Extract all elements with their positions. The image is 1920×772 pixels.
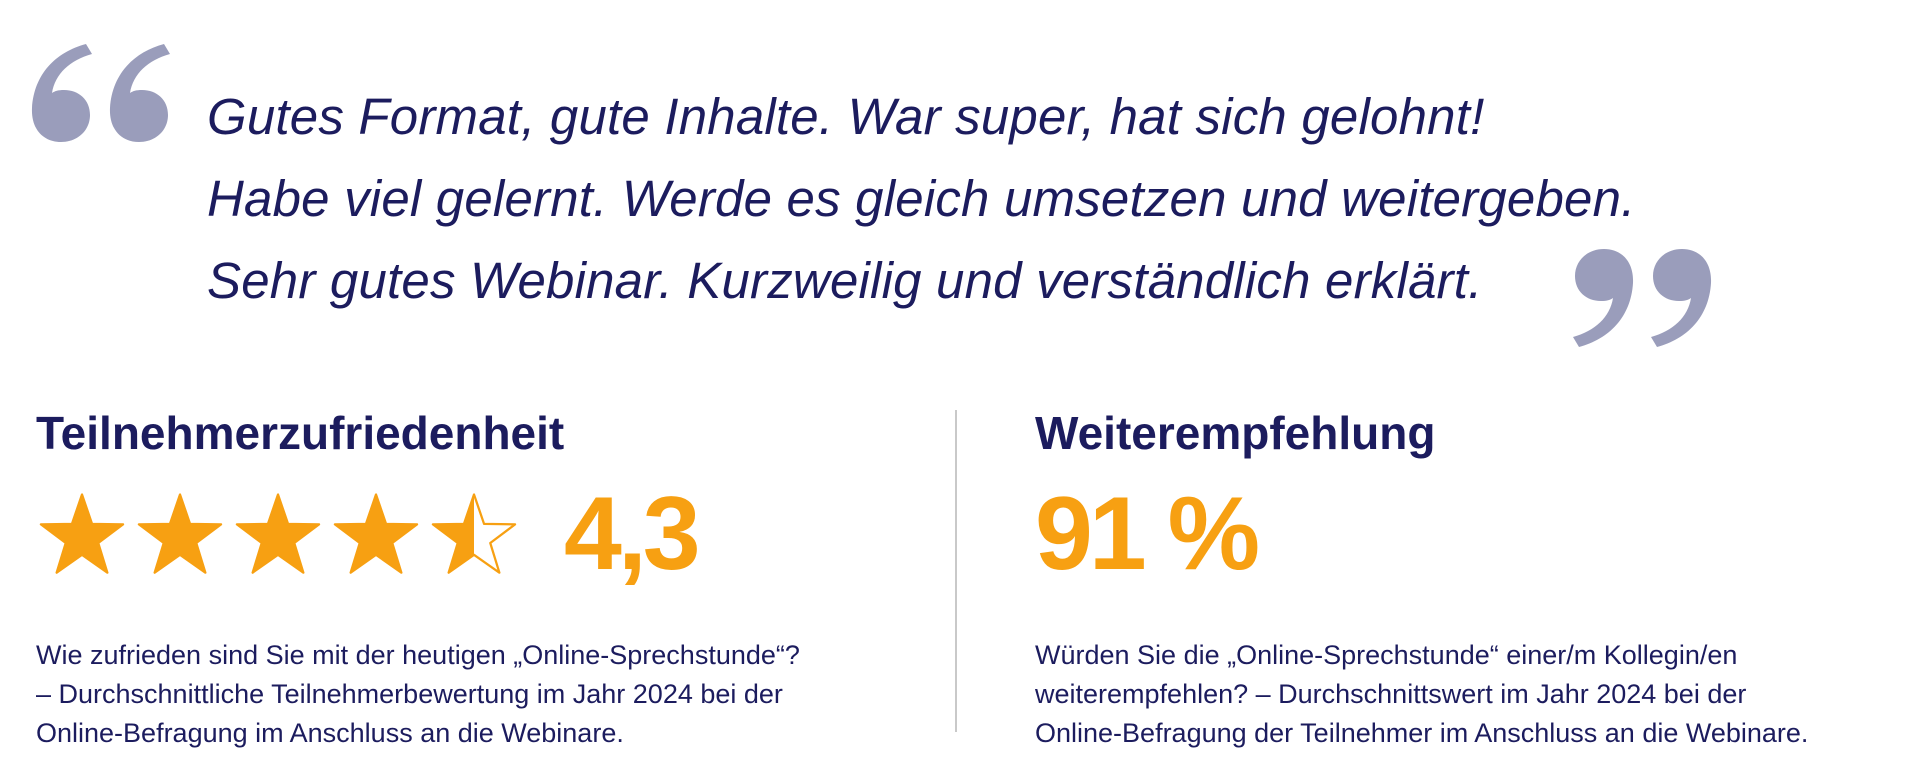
satisfaction-metric: 4,3	[36, 476, 936, 596]
opening-quote-icon	[31, 44, 170, 142]
description-line: weiterempfehlen? – Durchschnittswert im …	[1035, 679, 1747, 709]
star-rating	[36, 490, 526, 580]
star-icon	[137, 493, 223, 574]
star-icon	[235, 493, 321, 574]
satisfaction-value: 4,3	[564, 476, 701, 592]
quote-line: Habe viel gelernt. Werde es gleich umset…	[207, 170, 1636, 227]
recommendation-metric: 91 %	[1035, 476, 1915, 596]
satisfaction-panel: Teilnehmerzufriedenheit 4,3 Wie zufriede…	[36, 398, 936, 753]
closing-quote-icon	[1573, 249, 1712, 347]
description-line: Online-Befragung im Anschluss an die Web…	[36, 718, 624, 748]
description-line: Wie zufrieden sind Sie mit der heutigen …	[36, 640, 800, 670]
recommendation-description: Würden Sie die „Online-Sprechstunde“ ein…	[1035, 636, 1915, 753]
section-divider	[955, 410, 957, 732]
quote-line: Sehr gutes Webinar. Kurzweilig und verst…	[207, 252, 1483, 309]
recommendation-panel: Weiterempfehlung 91 % Würden Sie die „On…	[1035, 398, 1915, 753]
description-line: – Durchschnittliche Teilnehmerbewertung …	[36, 679, 783, 709]
description-line: Online-Befragung der Teilnehmer im Ansch…	[1035, 718, 1809, 748]
recommendation-value: 91 %	[1035, 476, 1260, 592]
description-line: Würden Sie die „Online-Sprechstunde“ ein…	[1035, 640, 1738, 670]
quote-line: Gutes Format, gute Inhalte. War super, h…	[207, 88, 1485, 145]
star-icon	[39, 493, 125, 574]
testimonial-quotes: Gutes Format, gute Inhalte. War super, h…	[207, 76, 1636, 322]
star-icon	[431, 493, 517, 574]
recommendation-heading: Weiterempfehlung	[1035, 407, 1436, 459]
satisfaction-description: Wie zufrieden sind Sie mit der heutigen …	[36, 636, 936, 753]
star-icon	[333, 493, 419, 574]
satisfaction-heading: Teilnehmerzufriedenheit	[36, 407, 565, 459]
